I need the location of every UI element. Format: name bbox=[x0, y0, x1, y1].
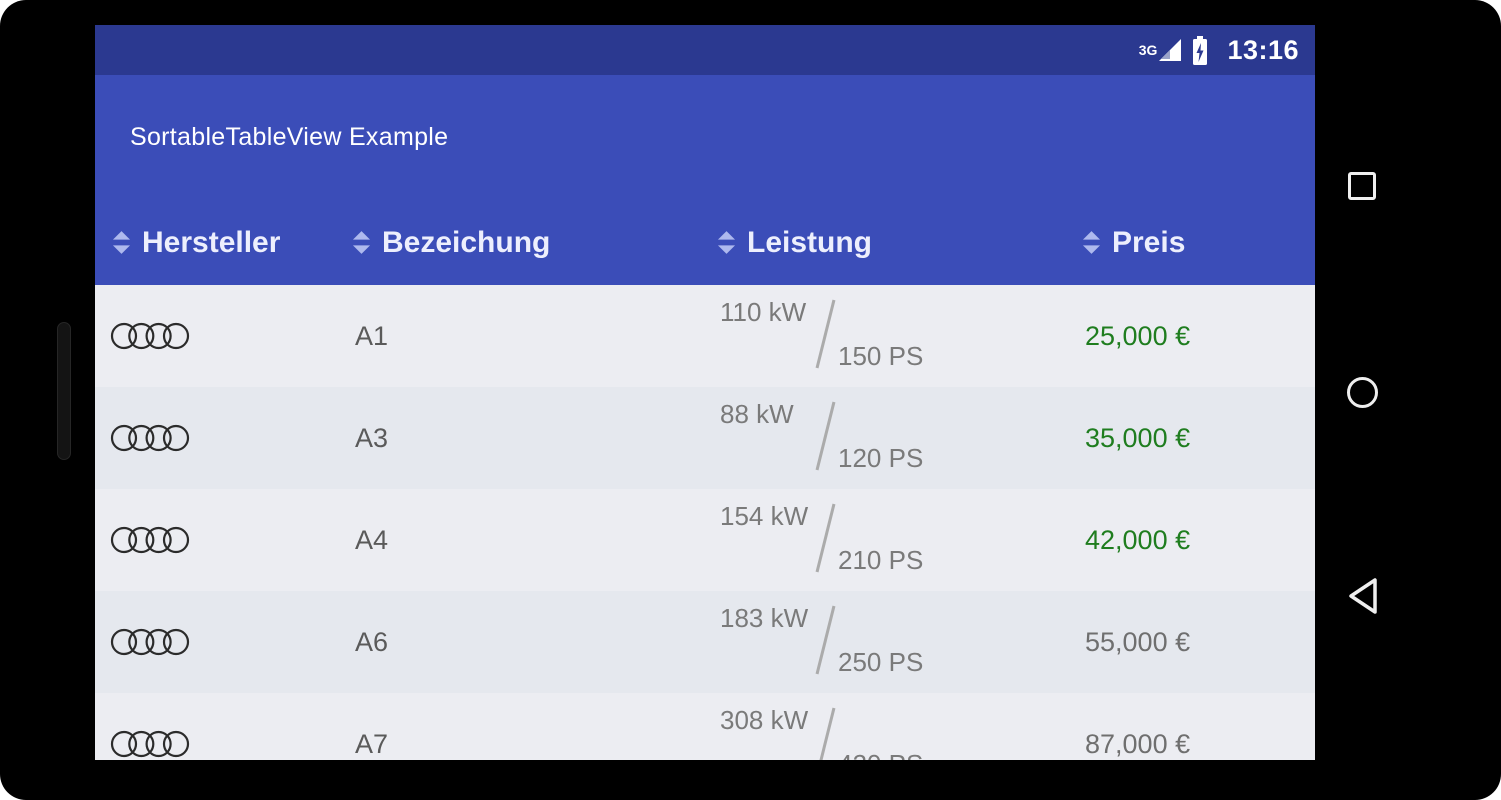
clock: 13:16 bbox=[1227, 34, 1299, 65]
volume-rocker bbox=[57, 322, 71, 460]
slash-divider bbox=[815, 605, 836, 675]
ps-value: 150 PS bbox=[838, 341, 924, 371]
column-header-label: Hersteller bbox=[142, 225, 281, 259]
audi-logo-icon bbox=[110, 322, 190, 350]
kw-value: 308 kW bbox=[720, 705, 809, 735]
audi-logo-icon bbox=[110, 730, 190, 758]
battery-charging-icon bbox=[1193, 35, 1208, 65]
power-cell: 308 kW 420 PS bbox=[700, 693, 1065, 760]
model-label: A7 bbox=[355, 728, 389, 759]
price-value: 55,000 € bbox=[1085, 626, 1191, 657]
column-header-hersteller[interactable]: Hersteller bbox=[95, 200, 335, 285]
model-cell: A3 bbox=[335, 387, 700, 489]
back-button[interactable] bbox=[1346, 576, 1382, 616]
price-cell: 42,000 € bbox=[1065, 489, 1315, 591]
price-cell: 35,000 € bbox=[1065, 387, 1315, 489]
power-cell: 183 kW 250 PS bbox=[700, 591, 1065, 693]
ps-value: 120 PS bbox=[838, 443, 924, 473]
manufacturer-cell bbox=[95, 591, 335, 693]
recents-button[interactable] bbox=[1348, 172, 1376, 200]
sort-icon bbox=[352, 231, 371, 254]
power-cell: 110 kW 150 PS bbox=[700, 285, 1065, 387]
model-label: A1 bbox=[355, 320, 389, 351]
slash-divider bbox=[815, 707, 836, 760]
model-cell: A6 bbox=[335, 591, 700, 693]
sort-icon bbox=[1082, 231, 1101, 254]
table-row[interactable]: A6 183 kW 250 PS 55,000 € bbox=[95, 591, 1315, 693]
app-title: SortableTableView Example bbox=[130, 123, 449, 151]
kw-value: 154 kW bbox=[720, 501, 809, 531]
model-cell: A1 bbox=[335, 285, 700, 387]
model-label: A6 bbox=[355, 626, 389, 657]
table-row[interactable]: A4 154 kW 210 PS 42,000 € bbox=[95, 489, 1315, 591]
table-row[interactable]: A1 110 kW 150 PS 25,000 € bbox=[95, 285, 1315, 387]
app-bar: SortableTableView Example bbox=[95, 75, 1315, 200]
screen: 3G 13:16 SortableTableView Example bbox=[95, 25, 1315, 760]
audi-logo-icon bbox=[110, 628, 190, 656]
slash-divider bbox=[815, 401, 836, 471]
column-header-label: Leistung bbox=[747, 225, 872, 259]
price-cell: 55,000 € bbox=[1065, 591, 1315, 693]
manufacturer-cell bbox=[95, 489, 335, 591]
slash-divider bbox=[815, 503, 836, 573]
ps-value: 420 PS bbox=[838, 749, 923, 760]
column-header-preis[interactable]: Preis bbox=[1065, 200, 1315, 285]
manufacturer-cell bbox=[95, 387, 335, 489]
model-label: A4 bbox=[355, 524, 389, 555]
price-value: 87,000 € bbox=[1085, 728, 1191, 759]
sort-icon bbox=[112, 231, 131, 254]
power-cell: 88 kW 120 PS bbox=[700, 387, 1065, 489]
slash-divider bbox=[815, 299, 836, 369]
column-header-label: Preis bbox=[1112, 225, 1186, 259]
model-cell: A7 bbox=[335, 693, 700, 760]
kw-value: 183 kW bbox=[720, 603, 809, 633]
power-cell: 154 kW 210 PS bbox=[700, 489, 1065, 591]
sort-icon bbox=[717, 231, 736, 254]
column-header-label: Bezeichung bbox=[382, 225, 551, 259]
price-cell: 25,000 € bbox=[1065, 285, 1315, 387]
home-button[interactable] bbox=[1347, 377, 1378, 408]
ps-value: 210 PS bbox=[838, 545, 924, 575]
manufacturer-cell bbox=[95, 285, 335, 387]
table-row[interactable]: A3 88 kW 120 PS 35,000 € bbox=[95, 387, 1315, 489]
model-cell: A4 bbox=[335, 489, 700, 591]
table-body: A1 110 kW 150 PS 25,000 € bbox=[95, 285, 1315, 760]
manufacturer-cell bbox=[95, 693, 335, 760]
price-value: 42,000 € bbox=[1085, 524, 1191, 555]
price-cell: 87,000 € bbox=[1065, 693, 1315, 760]
model-label: A3 bbox=[355, 422, 389, 453]
column-header-leistung[interactable]: Leistung bbox=[700, 200, 1065, 285]
ps-value: 250 PS bbox=[838, 647, 924, 677]
price-value: 35,000 € bbox=[1085, 422, 1191, 453]
column-header-bezeichung[interactable]: Bezeichung bbox=[335, 200, 700, 285]
signal-strength-icon: 3G bbox=[1139, 39, 1182, 61]
signal-triangle-icon bbox=[1159, 39, 1182, 61]
network-type-label: 3G bbox=[1138, 42, 1158, 58]
table-row[interactable]: A7 308 kW 420 PS 87,000 € bbox=[95, 693, 1315, 760]
audi-logo-icon bbox=[110, 526, 190, 554]
audi-logo-icon bbox=[110, 424, 190, 452]
table-header: Hersteller Bezeichung Leistung Preis bbox=[95, 200, 1315, 285]
status-bar: 3G 13:16 bbox=[95, 25, 1315, 75]
price-value: 25,000 € bbox=[1085, 320, 1191, 351]
kw-value: 110 kW bbox=[720, 297, 807, 327]
kw-value: 88 kW bbox=[720, 399, 794, 429]
